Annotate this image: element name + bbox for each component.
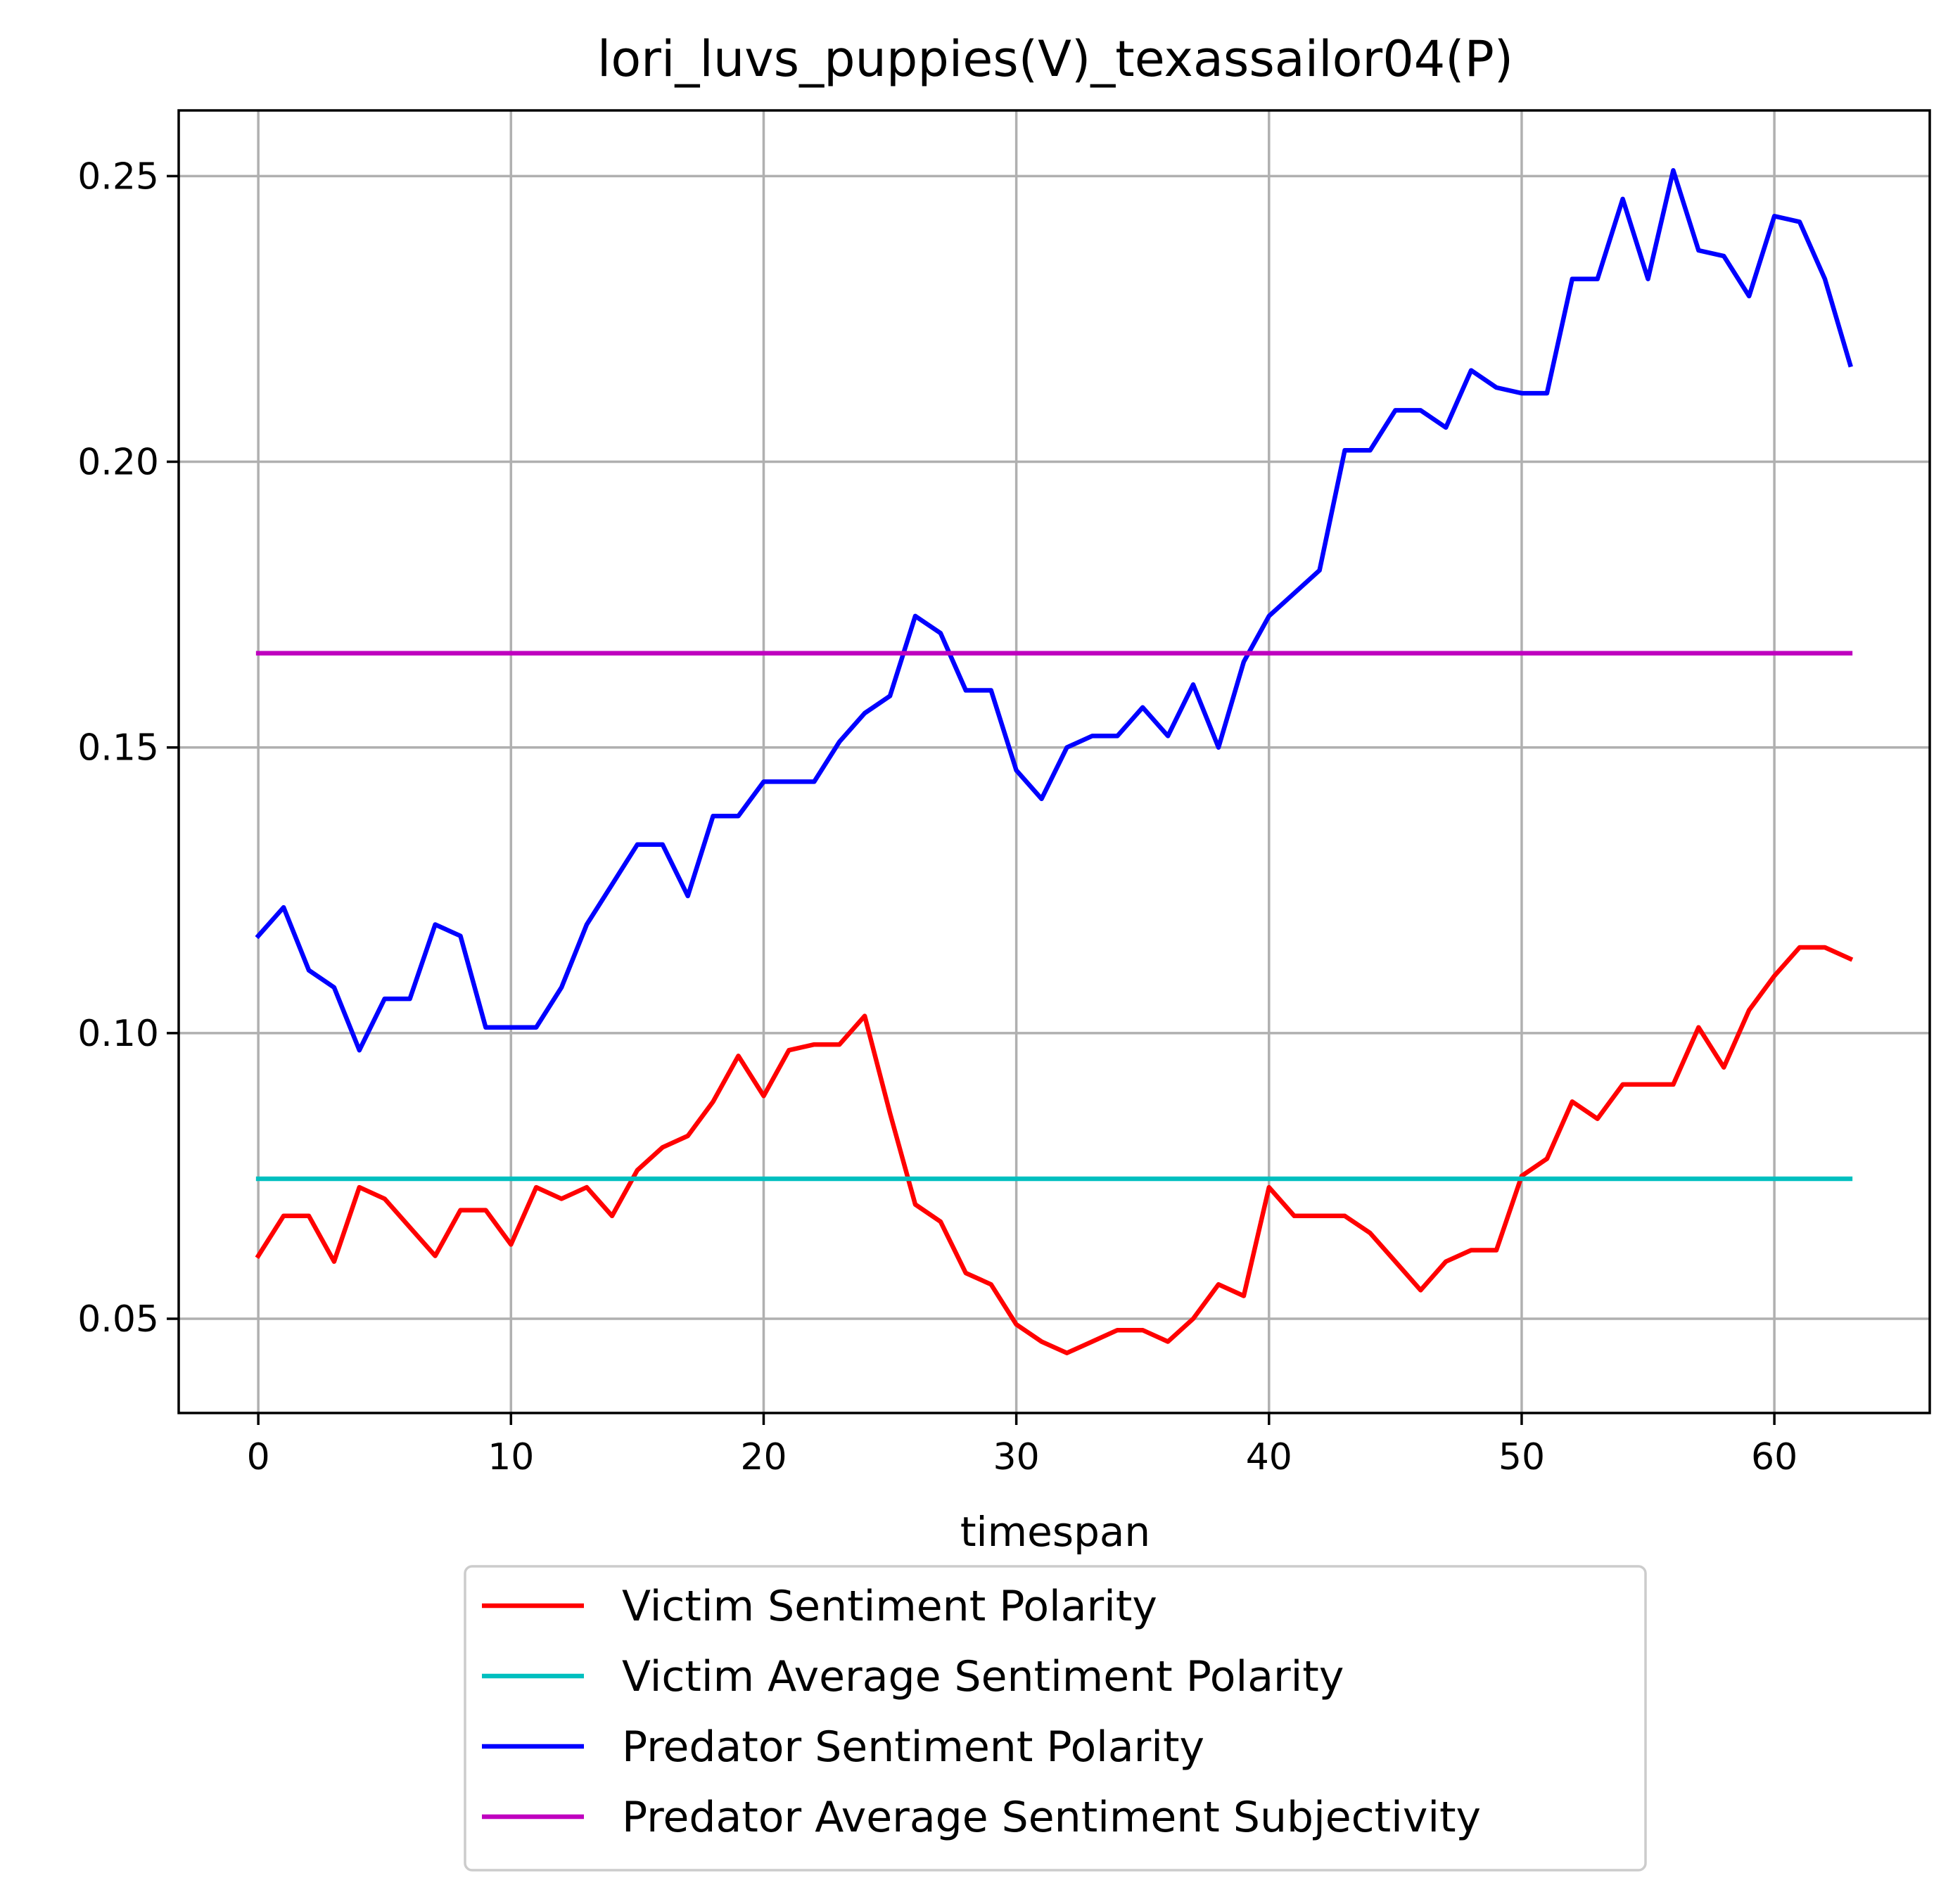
- y-tick-label: 0.25: [77, 155, 159, 198]
- y-tick-label: 0.20: [77, 442, 159, 484]
- y-tick-label: 0.10: [77, 1013, 159, 1055]
- x-axis-label: timespan: [960, 1508, 1150, 1556]
- x-axis: 0 10 20 30 40 50 60: [247, 1413, 1797, 1478]
- y-tick-label: 0.15: [77, 727, 159, 769]
- legend-label: Victim Sentiment Polarity: [622, 1582, 1157, 1631]
- x-tick-label: 50: [1498, 1436, 1545, 1478]
- legend-box: [464, 1565, 1647, 1872]
- y-axis: 0.05 0.10 0.15 0.20 0.25: [77, 155, 179, 1341]
- legend-label: Victim Average Sentiment Polarity: [622, 1652, 1344, 1701]
- series-line-3: [255, 168, 1853, 1053]
- x-tick-label: 0: [247, 1436, 270, 1478]
- legend-label: Predator Average Sentiment Subjectivity: [622, 1793, 1481, 1842]
- series-line-1: [255, 945, 1854, 1355]
- plot-frame: [177, 109, 1931, 1414]
- chart-title: lori_luvs_puppies(V)_texassailor04(P): [597, 30, 1513, 88]
- x-tick-label: 40: [1246, 1436, 1292, 1478]
- y-tick-label: 0.05: [77, 1298, 159, 1341]
- x-tick-label: 30: [993, 1436, 1040, 1478]
- legend-label: Predator Sentiment Polarity: [622, 1722, 1204, 1772]
- x-tick-label: 60: [1751, 1436, 1797, 1478]
- legend: Victim Sentiment Polarity Victim Average …: [464, 1565, 1647, 1872]
- x-tick-label: 10: [488, 1436, 534, 1478]
- grid-lines: [179, 110, 1930, 1413]
- plot-series: [255, 168, 1854, 1355]
- x-tick-label: 20: [740, 1436, 787, 1478]
